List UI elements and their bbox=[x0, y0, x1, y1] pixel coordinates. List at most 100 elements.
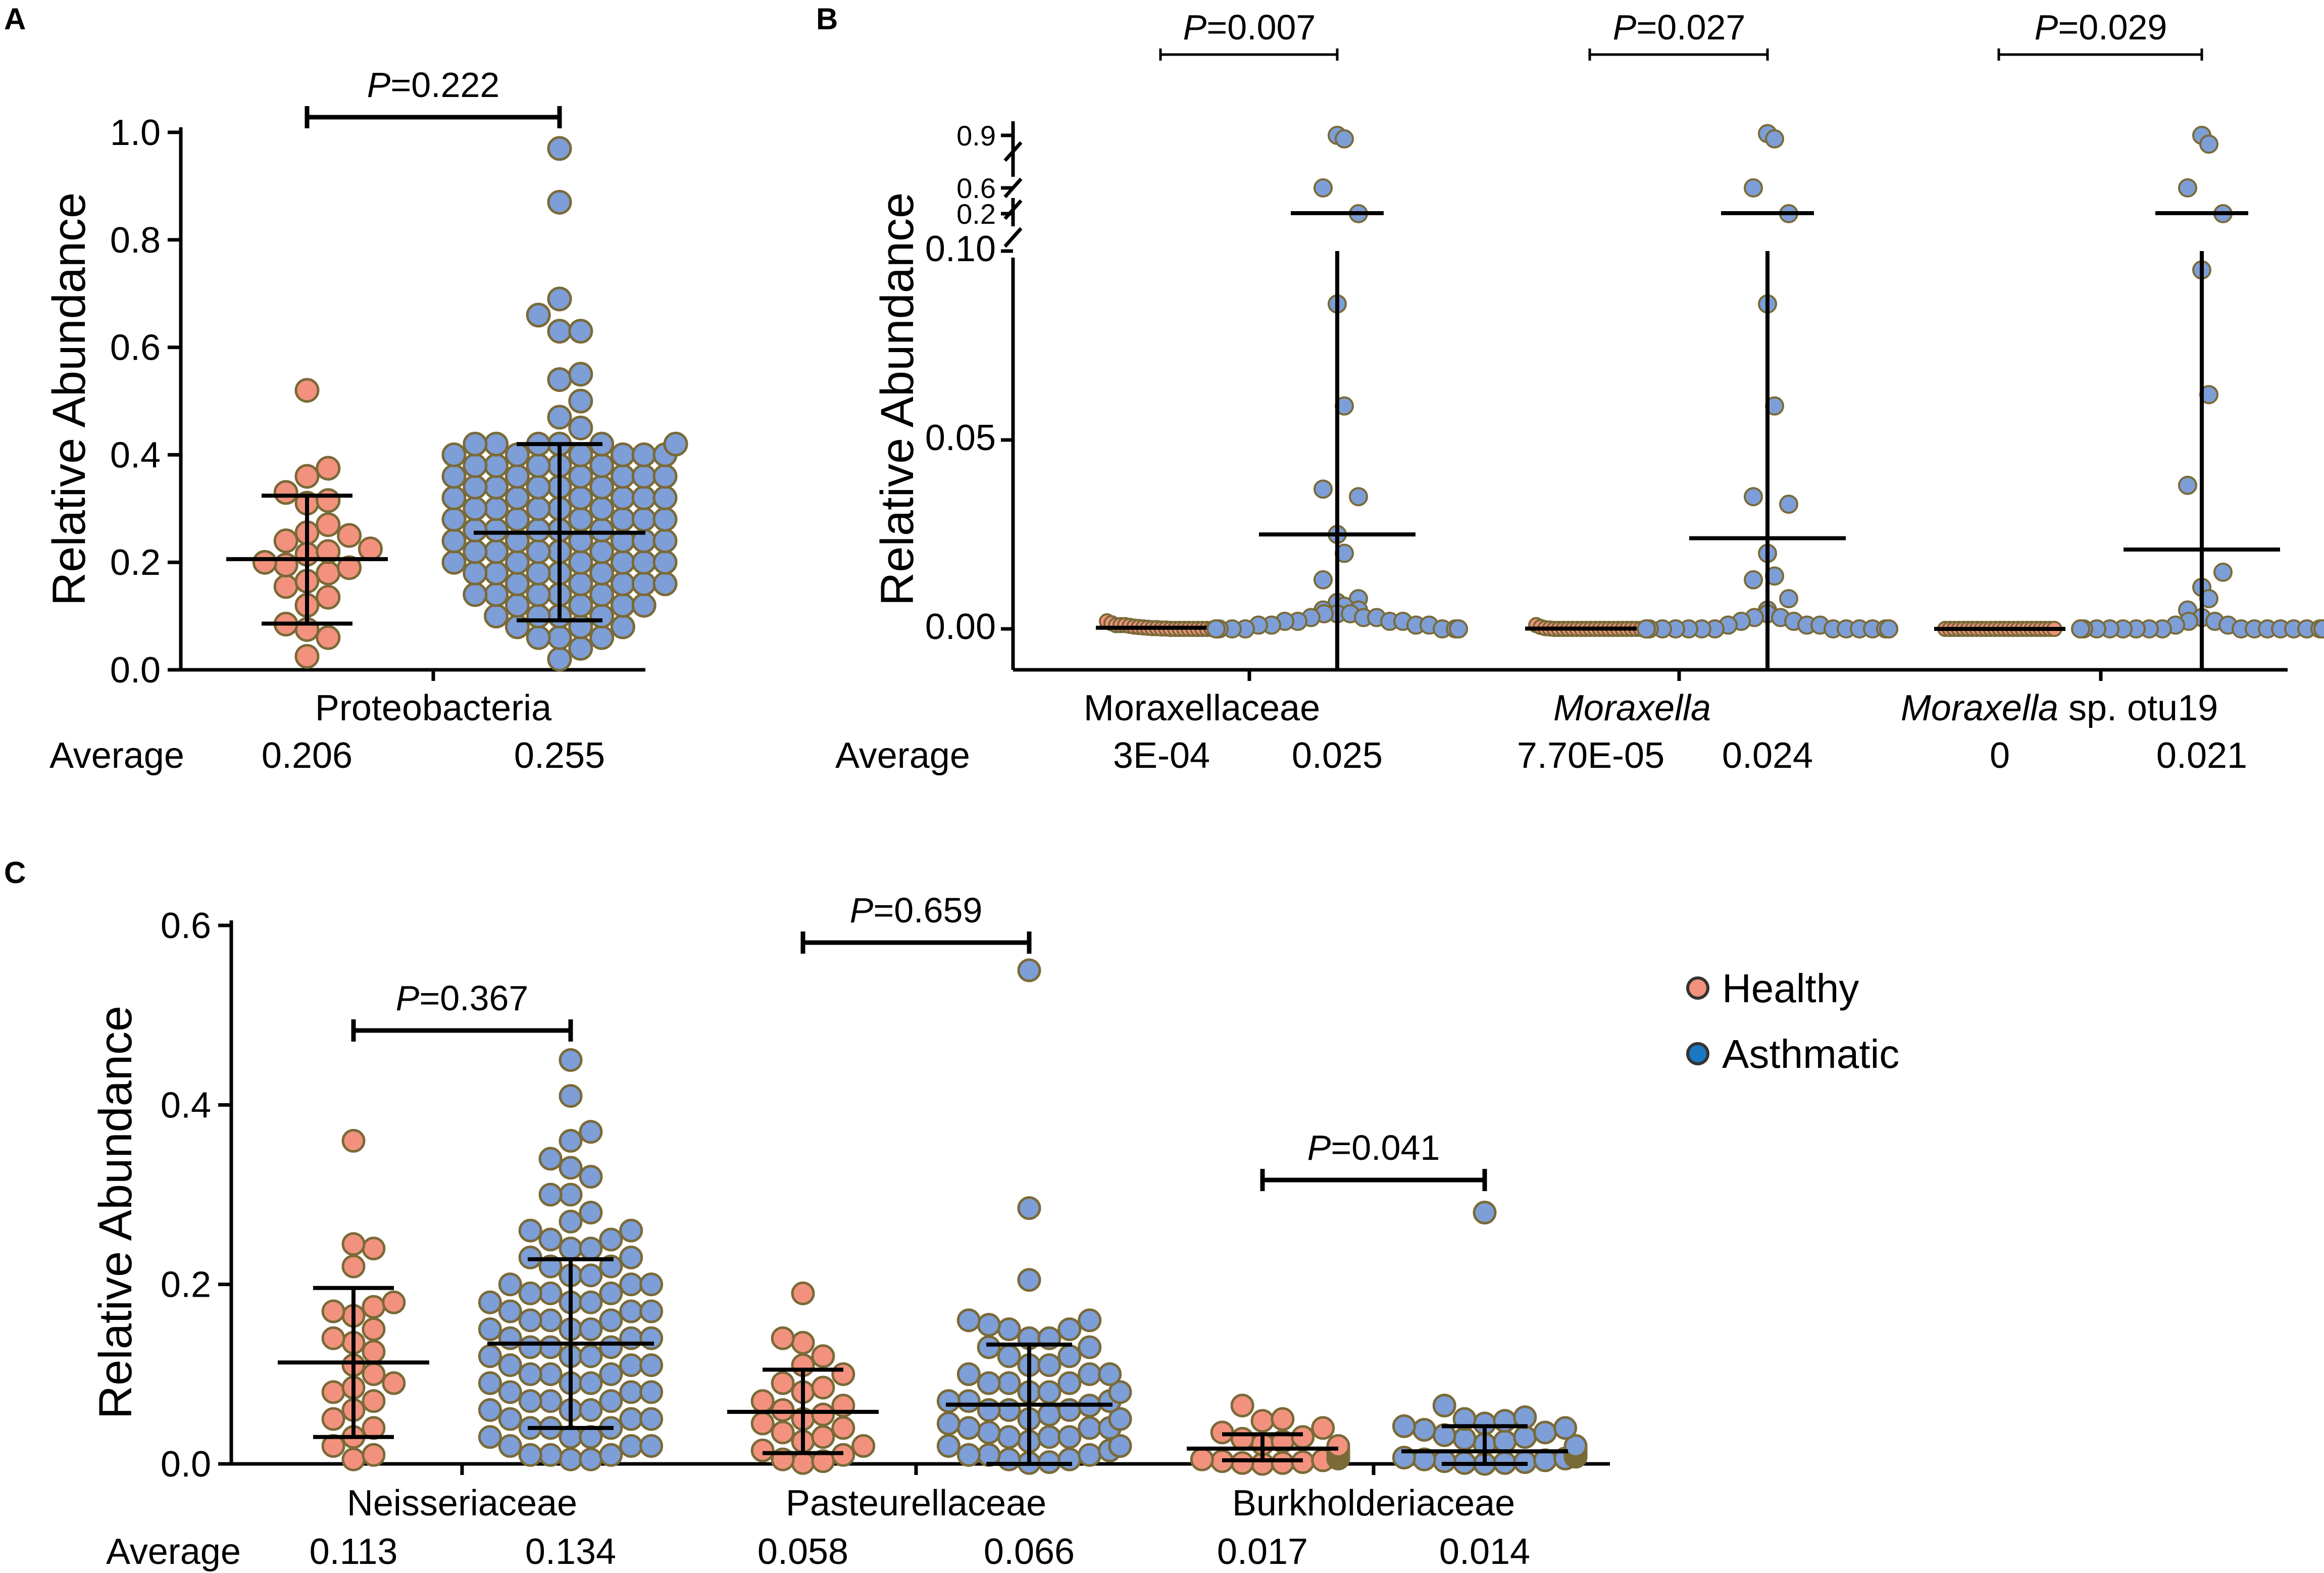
panel-c-cat0-asthmatic-point bbox=[559, 1447, 583, 1471]
panel-c-cat1-healthy-point bbox=[831, 1362, 855, 1386]
panel-c-cat2-pvalue-p: P bbox=[1307, 1128, 1331, 1167]
panel-a-asthmatic-point bbox=[631, 550, 656, 575]
panel-c-cat0-asthmatic-point bbox=[498, 1407, 522, 1431]
legend-asthmatic-marker bbox=[1686, 1042, 1709, 1065]
panel-a-asthmatic-point bbox=[463, 517, 488, 543]
panel-c-cat0-asthmatic-point bbox=[579, 1120, 603, 1144]
panel-c-cat2-healthy-point bbox=[1291, 1425, 1315, 1449]
panel-b-category-0-text: Moraxellaceae bbox=[1084, 688, 1320, 728]
panel-b-cat1-pvalue: P=0.027 bbox=[1613, 8, 1746, 47]
panel-a-asthmatic-point bbox=[526, 474, 551, 500]
panel-a-asthmatic-point bbox=[663, 431, 688, 457]
panel-a-asthmatic-point bbox=[441, 485, 467, 511]
panel-a-asthmatic-point bbox=[441, 507, 467, 532]
panel-b-cat0-asthmatic-point bbox=[1313, 570, 1333, 589]
panel-a-asthmatic-point bbox=[463, 560, 488, 585]
panel-b-cat0-asthmatic-point bbox=[1449, 619, 1468, 638]
panel-c-ytick-label: 0.6 bbox=[161, 906, 211, 946]
panel-b-ytick-label: 0.6 bbox=[956, 172, 996, 204]
panel-b-cat2-asthmatic-point bbox=[2178, 178, 2197, 198]
panel-b-cat1-asthmatic-point bbox=[1779, 495, 1798, 514]
panel-c-cat0-asthmatic-point bbox=[619, 1326, 643, 1350]
panel-a-asthmatic-point bbox=[463, 582, 488, 607]
panel-c-cat0-asthmatic-point bbox=[599, 1281, 623, 1305]
panel-c-cat0-asthmatic-point bbox=[559, 1048, 583, 1072]
panel-a-asthmatic-point bbox=[568, 635, 593, 661]
panel-b-cat0-asthmatic-point bbox=[1349, 487, 1368, 507]
panel-a-asthmatic-point bbox=[652, 464, 678, 489]
panel-c-cat2-healthy-point bbox=[1230, 1394, 1254, 1418]
panel-a-healthy-point bbox=[294, 464, 320, 489]
panel-c-cat1-asthmatic-point bbox=[977, 1335, 1001, 1359]
panel-a-asthmatic-point bbox=[547, 367, 572, 392]
panel-a-asthmatic-point bbox=[526, 539, 551, 564]
panel-a-asthmatic-point bbox=[589, 453, 615, 478]
panel-a-asthmatic-point bbox=[631, 571, 656, 597]
panel-c-cat0-healthy-point bbox=[341, 1128, 366, 1153]
panel-a-healthy-point bbox=[358, 536, 383, 562]
panel-a-asthmatic-point bbox=[652, 528, 678, 554]
panel-a-asthmatic-point bbox=[526, 496, 551, 521]
panel-c-cat1-healthy-point bbox=[771, 1371, 795, 1395]
panel-a-healthy-point bbox=[294, 644, 320, 669]
panel-a-asthmatic-point bbox=[526, 604, 551, 629]
panel-c-cat0-healthy-point bbox=[341, 1447, 366, 1471]
panel-c-cat0-asthmatic-point bbox=[538, 1389, 563, 1413]
panel-a-asthmatic-point bbox=[547, 189, 572, 215]
panel-c-cat0-asthmatic-point bbox=[498, 1380, 522, 1404]
panel-a-healthy-point bbox=[316, 560, 341, 585]
panel-a-asthmatic-point bbox=[589, 496, 615, 521]
panel-c-cat2-healthy-point bbox=[1250, 1409, 1275, 1433]
panel-c-cat1-healthy-point bbox=[771, 1326, 795, 1350]
panel-a-pvalue-value: =0.222 bbox=[390, 65, 499, 105]
panel-c-cat2-healthy-point bbox=[1326, 1434, 1350, 1458]
panel-a-asthmatic-point bbox=[631, 442, 656, 467]
panel-b-axis-break-2 bbox=[1003, 199, 1023, 220]
panel-a-healthy-point bbox=[316, 512, 341, 537]
panel-c-cat1-asthmatic-point bbox=[997, 1371, 1021, 1395]
panel-a-asthmatic-point bbox=[610, 614, 635, 640]
panel-a-healthy-point bbox=[316, 584, 341, 610]
panel-c-cat2-asthmatic-point bbox=[1392, 1414, 1416, 1438]
panel-a-asthmatic-point bbox=[610, 464, 635, 489]
panel-a-asthmatic-point bbox=[568, 442, 593, 467]
panel-a-asthmatic-point bbox=[484, 582, 509, 607]
panel-b-category-label-2: Moraxella sp. otu19 bbox=[1901, 688, 2218, 728]
panel-a-asthmatic-point bbox=[526, 560, 551, 585]
panel-c-cat0-asthmatic-point bbox=[619, 1299, 643, 1323]
panel-a-asthmatic-point bbox=[568, 485, 593, 511]
panel-a-asthmatic-point bbox=[484, 560, 509, 585]
panel-a-asthmatic-point bbox=[610, 593, 635, 618]
panel-c-cat2-asthmatic-point bbox=[1452, 1427, 1477, 1451]
panel-c-cat0-asthmatic-point bbox=[518, 1281, 542, 1305]
panel-b-category-1-italic: Moraxella bbox=[1553, 688, 1711, 728]
panel-a-healthy-point bbox=[337, 555, 362, 580]
panel-a-asthmatic-point bbox=[631, 485, 656, 511]
panel-c-cat0-asthmatic-point bbox=[478, 1344, 502, 1368]
panel-b-cat2-asthmatic-point bbox=[2213, 562, 2233, 582]
panel-c-cat2-asthmatic-point bbox=[1493, 1430, 1517, 1454]
panel-c-cat1-asthmatic-point bbox=[1098, 1362, 1122, 1386]
panel-c-cat0-healthy-point bbox=[362, 1443, 386, 1467]
panel-c-cat0-asthmatic-point bbox=[518, 1218, 542, 1243]
panel-c-cat1-pvalue-p: P bbox=[850, 891, 874, 930]
panel-a-healthy-point bbox=[316, 488, 341, 513]
panel-a-asthmatic-point bbox=[463, 496, 488, 521]
panel-a-asthmatic-point bbox=[484, 474, 509, 500]
panel-a-ytick-label: 0.0 bbox=[110, 650, 161, 691]
panel-b-category-label-1: Moraxella bbox=[1553, 688, 1711, 728]
panel-a-asthmatic-point bbox=[484, 604, 509, 629]
panel-b-ytick-label: 0.05 bbox=[925, 418, 996, 458]
panel-c-cat0-asthmatic-point bbox=[498, 1299, 522, 1323]
panel-b-cat2-pvalue-p: P bbox=[2035, 8, 2058, 47]
panel-c-cat2-asthmatic-point bbox=[1533, 1420, 1557, 1445]
panel-b-category-2-suffix: sp. otu19 bbox=[2058, 688, 2218, 728]
panel-c-cat1-asthmatic-point bbox=[977, 1420, 1001, 1445]
panel-c-cat0-asthmatic-point bbox=[579, 1317, 603, 1341]
panel-c-cat0-asthmatic-point bbox=[538, 1227, 563, 1252]
panel-c-cat0-asthmatic-point bbox=[478, 1290, 502, 1314]
panel-b-cat1-pvalue-value: =0.027 bbox=[1636, 8, 1745, 47]
panel-b-cat0-pvalue-value: =0.007 bbox=[1206, 8, 1316, 47]
panel-c-cat0-asthmatic-point bbox=[538, 1281, 563, 1305]
panel-c-cat1-healthy-point bbox=[831, 1416, 855, 1440]
